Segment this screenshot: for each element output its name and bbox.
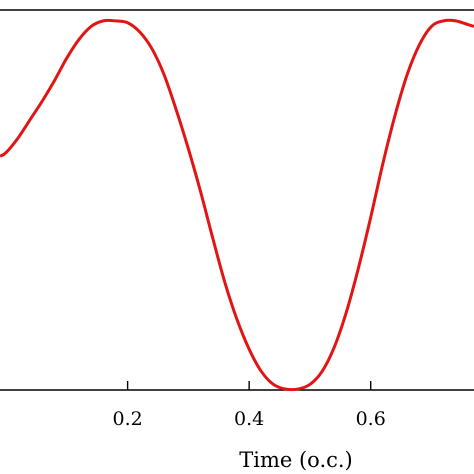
x-axis-title: Time (o.c.) bbox=[239, 448, 353, 472]
series-layer bbox=[0, 18, 474, 392]
x-tick-label: 0.6 bbox=[356, 408, 386, 430]
x-axis: 0.2 0.4 0.6 bbox=[113, 381, 386, 430]
plot-frame bbox=[0, 9, 474, 391]
x-tick-label: 0.4 bbox=[234, 408, 264, 430]
x-tick-label: 0.2 bbox=[113, 408, 143, 430]
series-line-0 bbox=[0, 18, 474, 392]
